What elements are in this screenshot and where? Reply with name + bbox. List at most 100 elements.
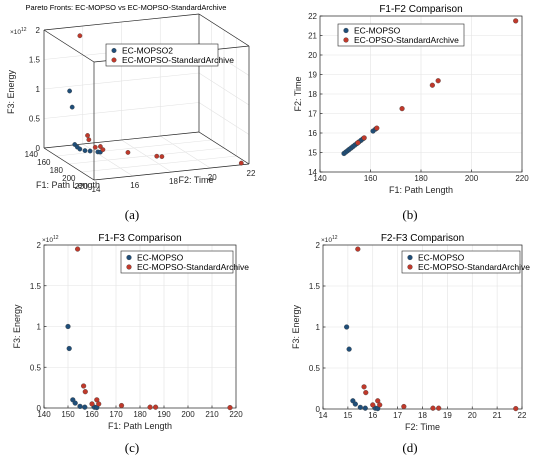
y-axis-label: F3: Energy (291, 304, 301, 349)
data-point (346, 346, 352, 352)
data-point (355, 246, 361, 252)
y-tick-label: 2 (316, 241, 321, 250)
legend-marker (407, 264, 413, 270)
x-axis-label: F2: Time (405, 422, 440, 432)
panel-label-a: (a) (125, 207, 139, 222)
data-point (77, 33, 83, 39)
y-tick-label: 20 (208, 173, 217, 182)
box-edge (43, 147, 95, 181)
x-tick-label: 220 (515, 174, 529, 183)
x-tick-label: 160 (85, 410, 99, 419)
data-point (147, 404, 153, 410)
x-tick-label: 150 (61, 410, 75, 419)
y-tick-label: 1 (316, 323, 321, 332)
x-tick-label: 170 (109, 410, 123, 419)
legend-entry: EC-MOPSO (354, 26, 401, 36)
x-tick-label: 180 (133, 410, 147, 419)
legend-entry: EC-MOPSO (418, 253, 465, 263)
data-point (227, 405, 233, 411)
wall-grid-z (43, 102, 200, 119)
x-tick-label: 200 (465, 174, 479, 183)
data-point (357, 404, 363, 410)
data-point (513, 406, 519, 412)
z-tick-label: 1 (36, 85, 41, 94)
data-point (69, 104, 75, 110)
y-tick-label: 16 (130, 181, 139, 190)
y-tick-label: 16 (308, 129, 317, 138)
x-tick-label: 200 (181, 410, 195, 419)
plot-area (319, 15, 523, 173)
legend-marker (407, 254, 413, 261)
legend-entry: EC-MOPSO2 (122, 46, 173, 56)
data-point (72, 400, 78, 406)
floor-grid-y (160, 135, 211, 169)
y-tick-label: 15 (308, 149, 317, 158)
x-tick-label: 190 (157, 410, 171, 419)
x-tick-label: 22 (518, 411, 527, 420)
data-point (82, 389, 88, 395)
z-tick-label: 0 (36, 144, 41, 153)
data-point (92, 144, 98, 150)
data-point (81, 383, 87, 389)
y-tick-label: 0 (316, 405, 321, 414)
plot-area (43, 244, 237, 409)
data-point (361, 135, 367, 141)
y-tick-label: 0.5 (30, 363, 42, 372)
panel-label-d: (d) (402, 440, 417, 455)
z-tick-label: 0.5 (29, 115, 41, 124)
data-point (159, 154, 165, 159)
x-tick-label: 19 (443, 411, 452, 420)
data-point (513, 18, 519, 24)
y-tick-label: 0.5 (309, 364, 321, 373)
y-tick-label: 2 (37, 241, 42, 250)
data-point (362, 405, 368, 411)
chart-title: F1-F2 Comparison (379, 4, 462, 15)
x-tick-label: 220 (229, 410, 243, 419)
data-point (363, 390, 369, 396)
floor-grid-y (121, 139, 172, 173)
x-tick-label: 160 (364, 174, 378, 183)
y-tick-label: 21 (308, 32, 317, 41)
legend-box (401, 250, 521, 274)
legend-entry: EC-MOPSO-StandardArchive (122, 55, 234, 65)
x-axis-label: F1: Path Length (36, 180, 100, 190)
data-point (89, 401, 95, 407)
x-tick-label: 16 (368, 411, 377, 420)
y-tick-label: 18 (169, 177, 178, 186)
y-tick-label: 20 (308, 51, 317, 60)
y-tick-label: 14 (92, 185, 101, 194)
legend-marker (126, 254, 132, 261)
panel-label-b: (b) (402, 207, 417, 222)
legend-entry: EC-OPSO-StandardArchive (354, 35, 459, 45)
data-point (370, 402, 376, 408)
data-point (118, 402, 125, 409)
y-tick-label: 1.5 (309, 282, 321, 291)
data-point (154, 153, 160, 159)
data-point (355, 140, 361, 146)
legend-marker (343, 37, 349, 43)
back-grid-z (198, 102, 250, 135)
z-tick-label: 1.5 (29, 56, 41, 65)
z-tick-label: 2 (36, 26, 41, 35)
data-point (238, 160, 244, 166)
legend-box (337, 23, 465, 47)
box-edge (198, 13, 250, 47)
x-tick-label: 200 (62, 174, 76, 183)
data-point (352, 401, 358, 407)
back-grid-z (198, 72, 250, 106)
y-axis-label: F2: Time (178, 175, 213, 185)
data-point (75, 246, 81, 252)
data-point (98, 144, 103, 149)
legend-entry: EC-MOPSO (137, 253, 184, 263)
chart-d: 14 15 16 17 18 19 20 21 22 0 0.5 1 1.5 2 F2-F3 Compari… (291, 233, 530, 432)
data-point (100, 147, 106, 153)
x-tick-label: 180 (50, 166, 64, 175)
data-point (399, 106, 405, 112)
x-tick-label: 210 (205, 410, 219, 419)
legend-box (120, 250, 234, 274)
y-tick-label: 17 (308, 110, 317, 119)
data-point (96, 401, 102, 407)
x-tick-label: 180 (414, 174, 428, 183)
x-tick-label: 140 (313, 174, 327, 183)
data-point (153, 404, 159, 410)
